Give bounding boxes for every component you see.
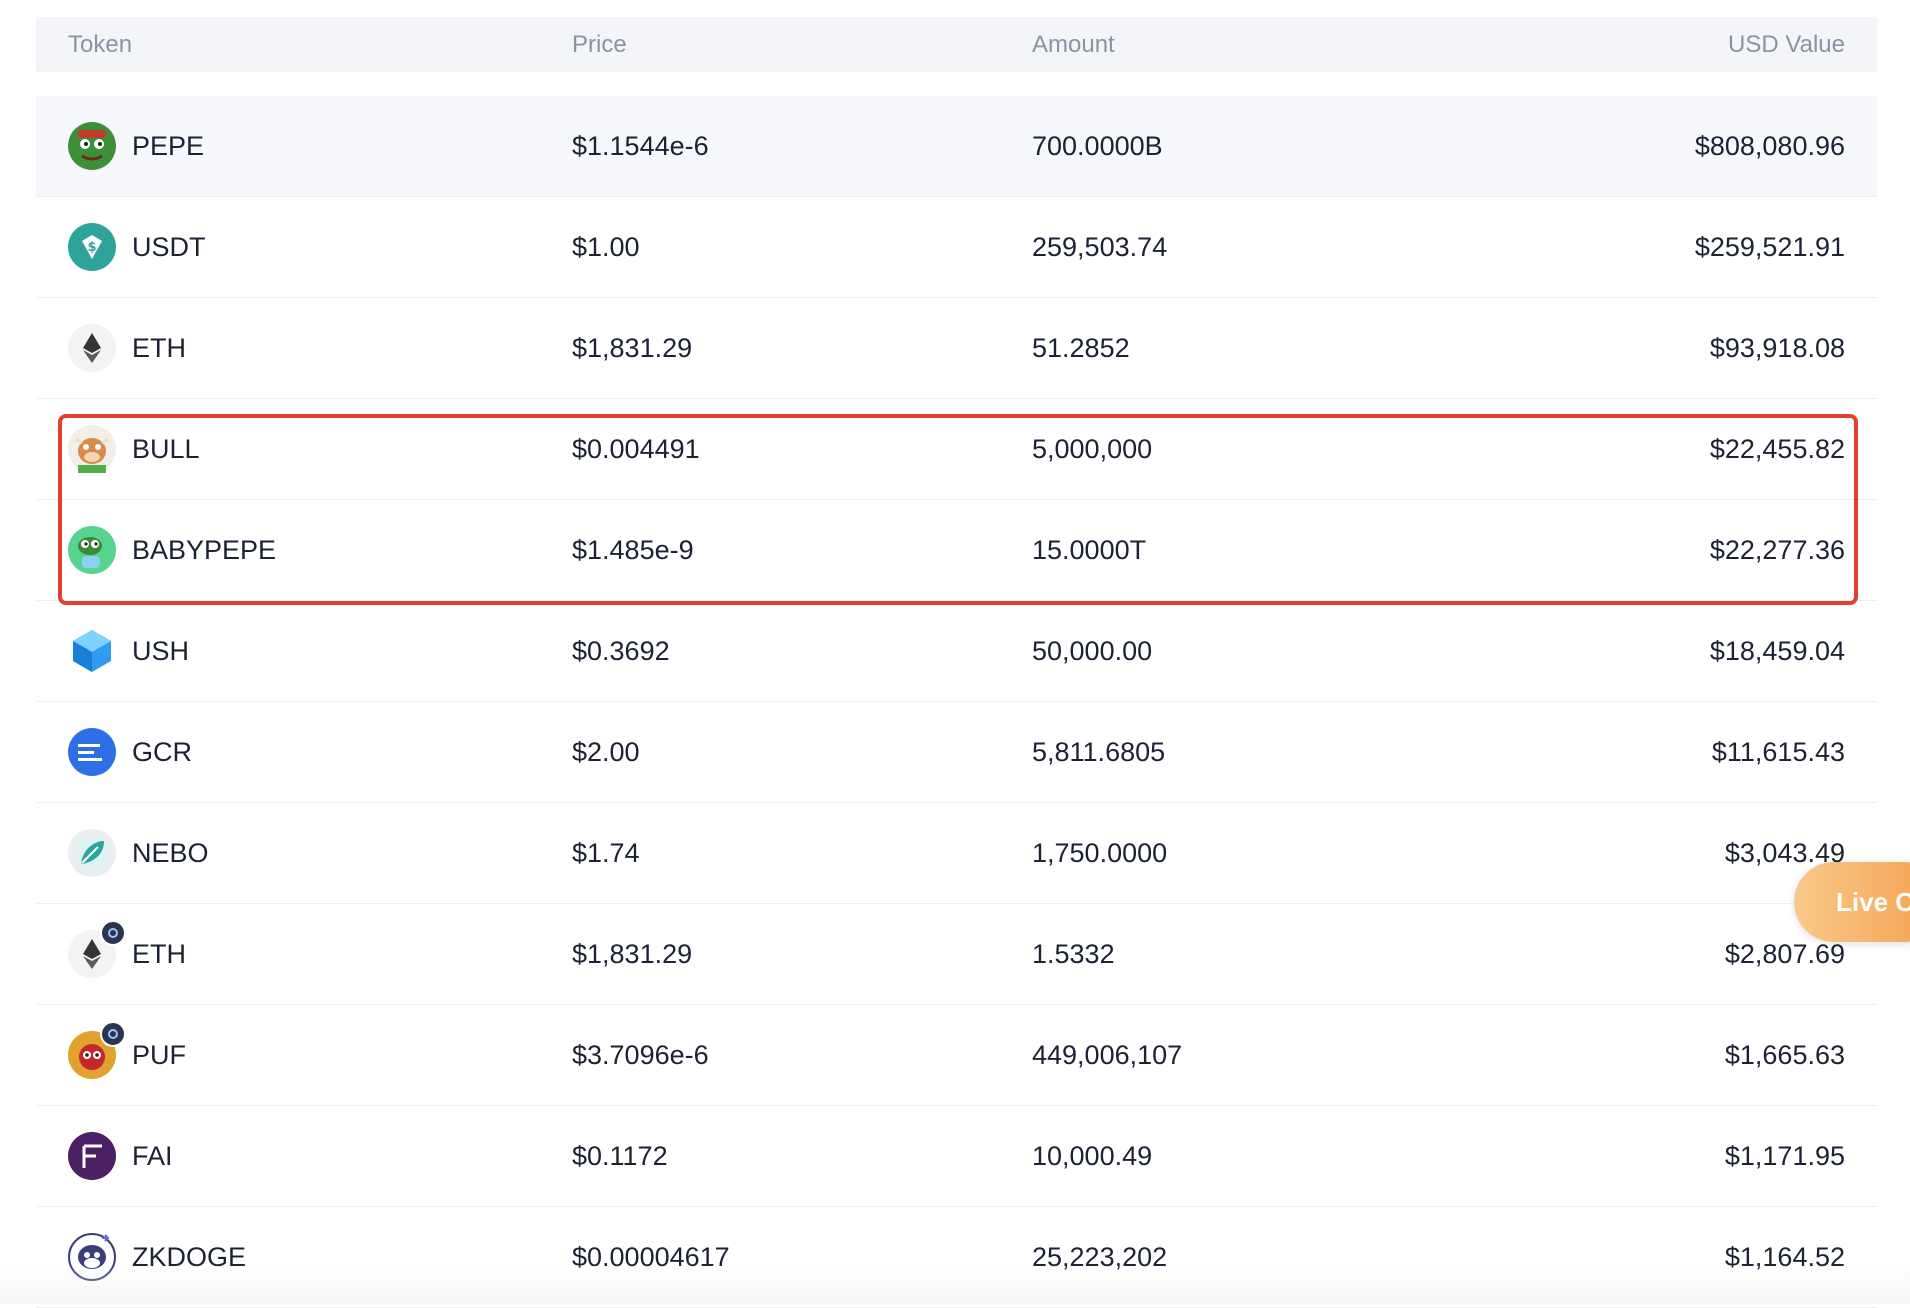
token-price: $1,831.29	[572, 332, 693, 363]
table-row[interactable]: BABYPEPE $1.485e-9 15.0000T $22,277.36	[36, 500, 1877, 601]
token-amount: 259,503.74	[1032, 231, 1168, 262]
table-row[interactable]: ZKDOGE $0.00004617 25,223,202 $1,164.52	[36, 1207, 1877, 1308]
table-row[interactable]: GCR $2.00 5,811.6805 $11,615.43	[36, 702, 1877, 803]
token-amount: 25,223,202	[1032, 1241, 1168, 1272]
token-price: $1.1544e-6	[572, 130, 709, 161]
token-usd-value: $808,080.96	[1694, 130, 1845, 161]
token-amount: 10,000.49	[1032, 1140, 1153, 1171]
token-usd-value: $22,277.36	[1709, 534, 1845, 565]
token-amount: 51.2852	[1032, 332, 1130, 363]
table-row[interactable]: USH $0.3692 50,000.00 $18,459.04	[36, 601, 1877, 702]
nebo-icon	[68, 829, 116, 877]
table-row[interactable]: PUF $3.7096e-6 449,006,107 $1,665.63	[36, 1005, 1877, 1106]
token-symbol[interactable]: FAI	[132, 1140, 173, 1171]
pepe-icon	[68, 122, 116, 170]
eth-icon	[68, 324, 116, 372]
token-symbol[interactable]: ETH	[132, 938, 186, 969]
table-row[interactable]: $ USDT $1.00 259,503.74 $259,521.91	[36, 197, 1877, 298]
token-price: $0.3692	[572, 635, 670, 666]
token-amount: 700.0000B	[1032, 130, 1163, 161]
live-chat-button[interactable]: Live C	[1794, 862, 1910, 942]
token-amount: 15.0000T	[1032, 534, 1147, 565]
token-amount: 1,750.0000	[1032, 837, 1168, 868]
fai-icon	[68, 1132, 116, 1180]
header-usd-value[interactable]: USD Value	[1728, 30, 1845, 58]
token-amount: 5,811.6805	[1032, 736, 1166, 767]
token-amount: 1.5332	[1032, 938, 1115, 969]
token-price: $0.00004617	[572, 1241, 730, 1272]
token-symbol[interactable]: USDT	[132, 231, 206, 262]
token-price: $1.74	[572, 837, 640, 868]
token-price: $1.00	[572, 231, 640, 262]
token-holdings-table: Token Price Amount USD Value PEPE $1.154…	[36, 17, 1877, 1308]
token-symbol[interactable]: BABYPEPE	[132, 534, 277, 565]
table-row[interactable]: ETH $1,831.29 51.2852 $93,918.08	[36, 298, 1877, 399]
token-price: $1,831.29	[572, 938, 693, 969]
puf-icon	[68, 1021, 126, 1079]
header-price[interactable]: Price	[572, 30, 627, 58]
token-symbol[interactable]: PEPE	[132, 130, 205, 161]
token-usd-value: $18,459.04	[1709, 635, 1845, 666]
eth-icon	[68, 920, 126, 978]
token-usd-value: $22,455.82	[1709, 433, 1845, 464]
token-usd-value: $1,164.52	[1724, 1241, 1845, 1272]
svg-text:$: $	[87, 240, 96, 255]
header-amount[interactable]: Amount	[1032, 30, 1115, 58]
token-price: $0.004491	[572, 433, 700, 464]
table-row[interactable]: BULL $0.004491 5,000,000 $22,455.82	[36, 399, 1877, 500]
bull-icon	[68, 425, 116, 473]
token-amount: 50,000.00	[1032, 635, 1153, 666]
token-symbol[interactable]: ETH	[132, 332, 186, 363]
header-token[interactable]: Token	[68, 30, 133, 58]
babypepe-icon	[68, 526, 116, 574]
token-usd-value: $2,807.69	[1724, 938, 1845, 969]
table-row[interactable]: PEPE $1.1544e-6 700.0000B $808,080.96	[36, 96, 1877, 197]
table-header: Token Price Amount USD Value	[36, 17, 1877, 72]
token-amount: 5,000,000	[1032, 433, 1153, 464]
token-symbol[interactable]: PUF	[132, 1039, 186, 1070]
token-symbol[interactable]: USH	[132, 635, 190, 666]
token-amount: 449,006,107	[1032, 1039, 1183, 1070]
gcr-icon	[68, 728, 116, 776]
token-usd-value: $259,521.91	[1694, 231, 1845, 262]
token-price: $3.7096e-6	[572, 1039, 709, 1070]
table-row[interactable]: ETH $1,831.29 1.5332 $2,807.69	[36, 904, 1877, 1005]
table-row[interactable]: FAI $0.1172 10,000.49 $1,171.95	[36, 1106, 1877, 1207]
token-usd-value: $93,918.08	[1709, 332, 1845, 363]
table-row[interactable]: NEBO $1.74 1,750.0000 $3,043.49	[36, 803, 1877, 904]
token-price: $2.00	[572, 736, 640, 767]
usdt-icon: $	[68, 223, 116, 271]
token-symbol[interactable]: GCR	[132, 736, 192, 767]
token-usd-value: $11,615.43	[1711, 736, 1845, 767]
token-usd-value: $1,171.95	[1724, 1140, 1845, 1171]
token-symbol[interactable]: BULL	[132, 433, 200, 464]
token-price: $0.1172	[572, 1140, 668, 1171]
token-symbol[interactable]: ZKDOGE	[132, 1241, 247, 1272]
chain-badge-icon	[100, 1021, 126, 1047]
chain-badge-icon	[100, 920, 126, 946]
token-usd-value: $1,665.63	[1724, 1039, 1845, 1070]
token-symbol[interactable]: NEBO	[132, 837, 209, 868]
ush-icon	[68, 627, 116, 675]
token-price: $1.485e-9	[572, 534, 694, 565]
live-chat-label: Live C	[1836, 886, 1910, 917]
zkdoge-icon	[68, 1233, 116, 1281]
